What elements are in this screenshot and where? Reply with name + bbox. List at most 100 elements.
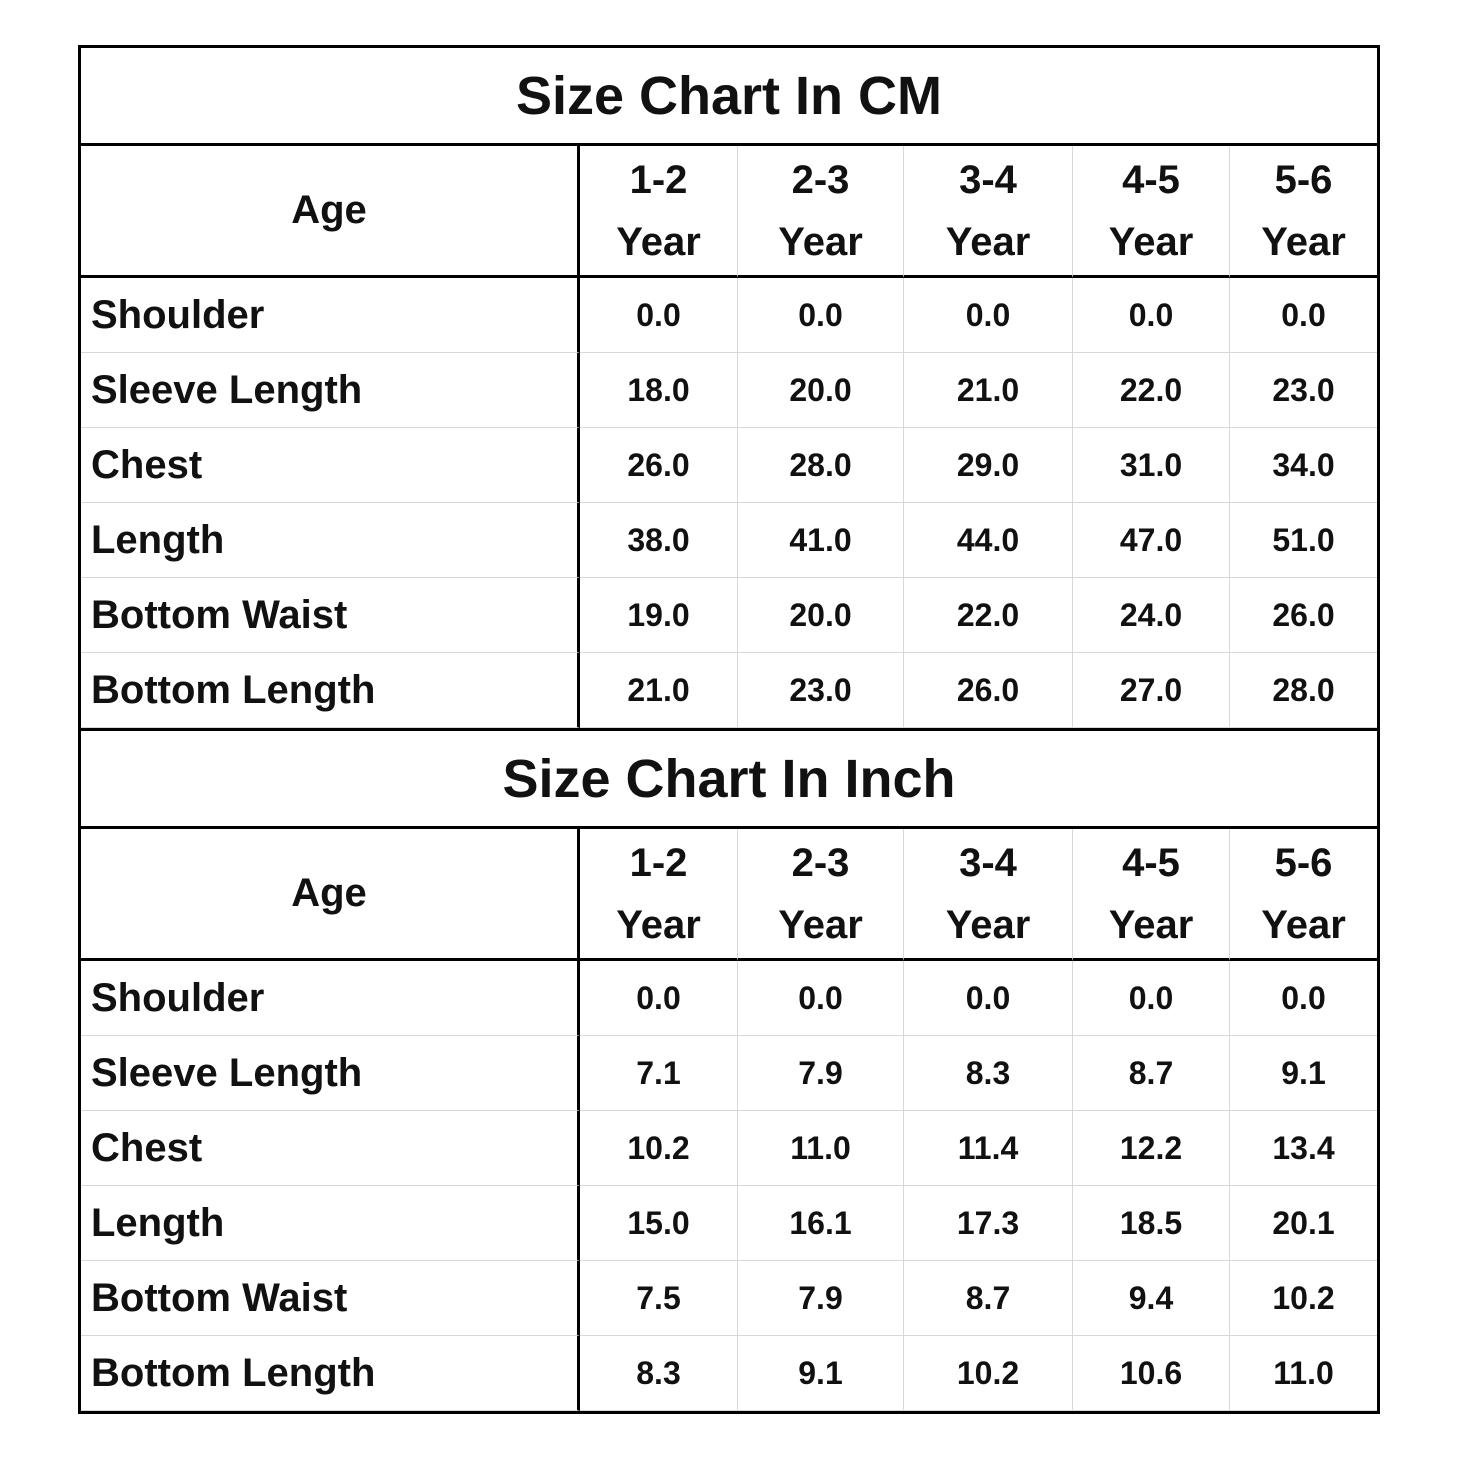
measurement: 17.3 bbox=[904, 1186, 1073, 1261]
measurement: 21.0 bbox=[904, 353, 1073, 428]
measurement: 22.0 bbox=[904, 578, 1073, 653]
row-label: Shoulder bbox=[81, 961, 580, 1036]
row-label: Sleeve Length bbox=[81, 1036, 580, 1111]
measurement: 18.5 bbox=[1073, 1186, 1230, 1261]
measurement: 16.1 bbox=[738, 1186, 904, 1261]
measurement: 41.0 bbox=[738, 503, 904, 578]
row-label: Shoulder bbox=[81, 278, 580, 353]
row-label: Bottom Length bbox=[81, 1336, 580, 1411]
measurement: 7.1 bbox=[580, 1036, 738, 1111]
measurement: 0.0 bbox=[580, 961, 738, 1036]
measurement: 12.2 bbox=[1073, 1111, 1230, 1186]
measurement: 13.4 bbox=[1230, 1111, 1377, 1186]
measurement: 7.9 bbox=[738, 1036, 904, 1111]
row-label: Bottom Length bbox=[81, 653, 580, 728]
age-range: 1-2 bbox=[629, 157, 688, 202]
column-header: 1-2 Year bbox=[580, 146, 738, 278]
measurement: 0.0 bbox=[738, 278, 904, 353]
row-label: Length bbox=[81, 1186, 580, 1261]
column-header: 5-6 Year bbox=[1230, 829, 1377, 961]
measurement: 34.0 bbox=[1230, 428, 1377, 503]
row-label: Chest bbox=[81, 428, 580, 503]
measurement: 7.5 bbox=[580, 1261, 738, 1336]
measurement: 26.0 bbox=[1230, 578, 1377, 653]
column-header: 1-2 Year bbox=[580, 829, 738, 961]
header-label: Age bbox=[81, 146, 580, 278]
age-unit: Year bbox=[945, 219, 1031, 264]
measurement: 21.0 bbox=[580, 653, 738, 728]
age-range: 3-4 bbox=[959, 157, 1017, 202]
header-label: Age bbox=[81, 829, 580, 961]
age-unit: Year bbox=[945, 902, 1031, 947]
age-range: 3-4 bbox=[959, 840, 1017, 885]
measurement: 10.6 bbox=[1073, 1336, 1230, 1411]
measurement: 23.0 bbox=[738, 653, 904, 728]
age-unit: Year bbox=[616, 219, 701, 264]
measurement: 23.0 bbox=[1230, 353, 1377, 428]
row-label: Length bbox=[81, 503, 580, 578]
size-chart: Size Chart In CM Age 1-2 Year 2-3 Year 3-4 Year… bbox=[78, 45, 1380, 1414]
table-title: Size Chart In Inch bbox=[81, 731, 1377, 829]
measurement: 0.0 bbox=[1073, 961, 1230, 1036]
age-unit: Year bbox=[1108, 219, 1194, 264]
measurement: 0.0 bbox=[1073, 278, 1230, 353]
age-range: 2-3 bbox=[791, 157, 850, 202]
row-label: Chest bbox=[81, 1111, 580, 1186]
measurement: 44.0 bbox=[904, 503, 1073, 578]
age-range: 5-6 bbox=[1274, 840, 1333, 885]
measurement: 38.0 bbox=[580, 503, 738, 578]
age-range: 4-5 bbox=[1122, 840, 1180, 885]
measurement: 8.7 bbox=[1073, 1036, 1230, 1111]
measurement: 26.0 bbox=[904, 653, 1073, 728]
measurement: 8.3 bbox=[904, 1036, 1073, 1111]
measurement: 47.0 bbox=[1073, 503, 1230, 578]
measurement: 0.0 bbox=[1230, 278, 1377, 353]
measurement: 11.0 bbox=[738, 1111, 904, 1186]
measurement: 24.0 bbox=[1073, 578, 1230, 653]
measurement: 0.0 bbox=[738, 961, 904, 1036]
column-header: 2-3 Year bbox=[738, 146, 904, 278]
measurement: 15.0 bbox=[580, 1186, 738, 1261]
measurement: 0.0 bbox=[904, 961, 1073, 1036]
size-table: Size Chart In CM Age 1-2 Year 2-3 Year 3-4 Year… bbox=[81, 48, 1377, 728]
measurement: 20.1 bbox=[1230, 1186, 1377, 1261]
column-header: 3-4 Year bbox=[904, 829, 1073, 961]
row-label: Sleeve Length bbox=[81, 353, 580, 428]
measurement: 0.0 bbox=[580, 278, 738, 353]
measurement: 11.0 bbox=[1230, 1336, 1377, 1411]
age-unit: Year bbox=[778, 219, 863, 264]
measurement: 51.0 bbox=[1230, 503, 1377, 578]
column-header: 4-5 Year bbox=[1073, 829, 1230, 961]
measurement: 9.1 bbox=[738, 1336, 904, 1411]
measurement: 10.2 bbox=[580, 1111, 738, 1186]
measurement: 19.0 bbox=[580, 578, 738, 653]
measurement: 28.0 bbox=[738, 428, 904, 503]
age-unit: Year bbox=[1261, 902, 1346, 947]
measurement: 20.0 bbox=[738, 353, 904, 428]
measurement: 9.4 bbox=[1073, 1261, 1230, 1336]
measurement: 9.1 bbox=[1230, 1036, 1377, 1111]
measurement: 22.0 bbox=[1073, 353, 1230, 428]
measurement: 20.0 bbox=[738, 578, 904, 653]
age-unit: Year bbox=[616, 902, 701, 947]
size-table: Size Chart In Inch Age 1-2 Year 2-3 Year 3-4 Ye… bbox=[81, 728, 1377, 1411]
age-range: 1-2 bbox=[629, 840, 688, 885]
column-header: 2-3 Year bbox=[738, 829, 904, 961]
measurement: 8.3 bbox=[580, 1336, 738, 1411]
measurement: 8.7 bbox=[904, 1261, 1073, 1336]
age-unit: Year bbox=[778, 902, 863, 947]
measurement: 7.9 bbox=[738, 1261, 904, 1336]
measurement: 27.0 bbox=[1073, 653, 1230, 728]
measurement: 28.0 bbox=[1230, 653, 1377, 728]
measurement: 10.2 bbox=[1230, 1261, 1377, 1336]
measurement: 31.0 bbox=[1073, 428, 1230, 503]
measurement: 0.0 bbox=[1230, 961, 1377, 1036]
measurement: 29.0 bbox=[904, 428, 1073, 503]
measurement: 11.4 bbox=[904, 1111, 1073, 1186]
column-header: 5-6 Year bbox=[1230, 146, 1377, 278]
column-header: 3-4 Year bbox=[904, 146, 1073, 278]
table-title: Size Chart In CM bbox=[81, 48, 1377, 146]
measurement: 10.2 bbox=[904, 1336, 1073, 1411]
measurement: 0.0 bbox=[904, 278, 1073, 353]
